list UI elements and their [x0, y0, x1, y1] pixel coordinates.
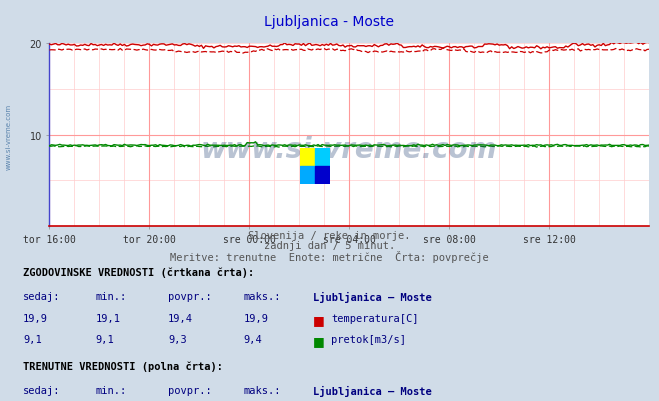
Bar: [315, 148, 330, 166]
Text: 9,1: 9,1: [23, 334, 42, 344]
Text: povpr.:: povpr.:: [168, 292, 212, 302]
Text: www.si-vreme.com: www.si-vreme.com: [201, 136, 498, 164]
Text: Ljubljanica - Moste: Ljubljanica - Moste: [264, 15, 395, 29]
Text: zadnji dan / 5 minut.: zadnji dan / 5 minut.: [264, 241, 395, 251]
Text: min.:: min.:: [96, 385, 127, 395]
Text: 9,1: 9,1: [96, 334, 114, 344]
Text: Slovenija / reke in morje.: Slovenija / reke in morje.: [248, 231, 411, 241]
Text: 9,4: 9,4: [244, 334, 262, 344]
Text: maks.:: maks.:: [244, 385, 281, 395]
Text: 19,9: 19,9: [23, 314, 48, 324]
Text: min.:: min.:: [96, 292, 127, 302]
Text: ■: ■: [313, 314, 325, 326]
Text: Meritve: trenutne  Enote: metrične  Črta: povprečje: Meritve: trenutne Enote: metrične Črta: …: [170, 251, 489, 263]
Text: ZGODOVINSKE VREDNOSTI (črtkana črta):: ZGODOVINSKE VREDNOSTI (črtkana črta):: [23, 267, 254, 277]
Bar: [315, 166, 330, 184]
Text: maks.:: maks.:: [244, 292, 281, 302]
Text: sedaj:: sedaj:: [23, 292, 61, 302]
Text: 19,9: 19,9: [244, 314, 269, 324]
Text: pretok[m3/s]: pretok[m3/s]: [331, 334, 407, 344]
Text: povpr.:: povpr.:: [168, 385, 212, 395]
Text: 19,4: 19,4: [168, 314, 193, 324]
Text: temperatura[C]: temperatura[C]: [331, 314, 419, 324]
Text: Ljubljanica – Moste: Ljubljanica – Moste: [313, 292, 432, 302]
Text: Ljubljanica – Moste: Ljubljanica – Moste: [313, 385, 432, 396]
Text: 19,1: 19,1: [96, 314, 121, 324]
Bar: [300, 148, 315, 166]
Text: ■: ■: [313, 334, 325, 347]
Text: www.si-vreme.com: www.si-vreme.com: [5, 103, 12, 169]
Bar: [300, 166, 315, 184]
Text: TRENUTNE VREDNOSTI (polna črta):: TRENUTNE VREDNOSTI (polna črta):: [23, 360, 223, 371]
Text: 9,3: 9,3: [168, 334, 186, 344]
Text: sedaj:: sedaj:: [23, 385, 61, 395]
